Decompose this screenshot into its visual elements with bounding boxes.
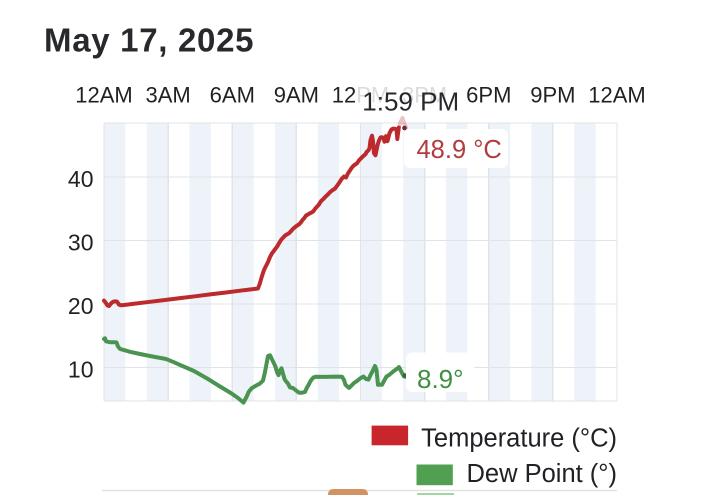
svg-text:6AM: 6AM <box>210 83 255 108</box>
svg-text:6PM: 6PM <box>466 83 511 108</box>
svg-text:Dew Point (°): Dew Point (°) <box>467 460 618 488</box>
svg-text:3AM: 3AM <box>145 83 190 108</box>
svg-text:May 17, 2025: May 17, 2025 <box>44 22 254 59</box>
svg-text:30: 30 <box>68 230 94 256</box>
svg-text:20: 20 <box>68 293 94 319</box>
svg-text:1:59 PM: 1:59 PM <box>362 87 459 117</box>
svg-text:9AM: 9AM <box>274 83 319 108</box>
svg-text:8.9°: 8.9° <box>417 364 464 394</box>
svg-text:10: 10 <box>68 357 94 383</box>
svg-text:48.9 °C: 48.9 °C <box>417 136 502 164</box>
svg-text:9PM: 9PM <box>530 83 575 108</box>
svg-text:12AM: 12AM <box>75 83 132 108</box>
svg-text:12AM: 12AM <box>588 83 645 108</box>
svg-text:Temperature (°C): Temperature (°C) <box>421 425 617 453</box>
svg-text:40: 40 <box>68 166 94 192</box>
